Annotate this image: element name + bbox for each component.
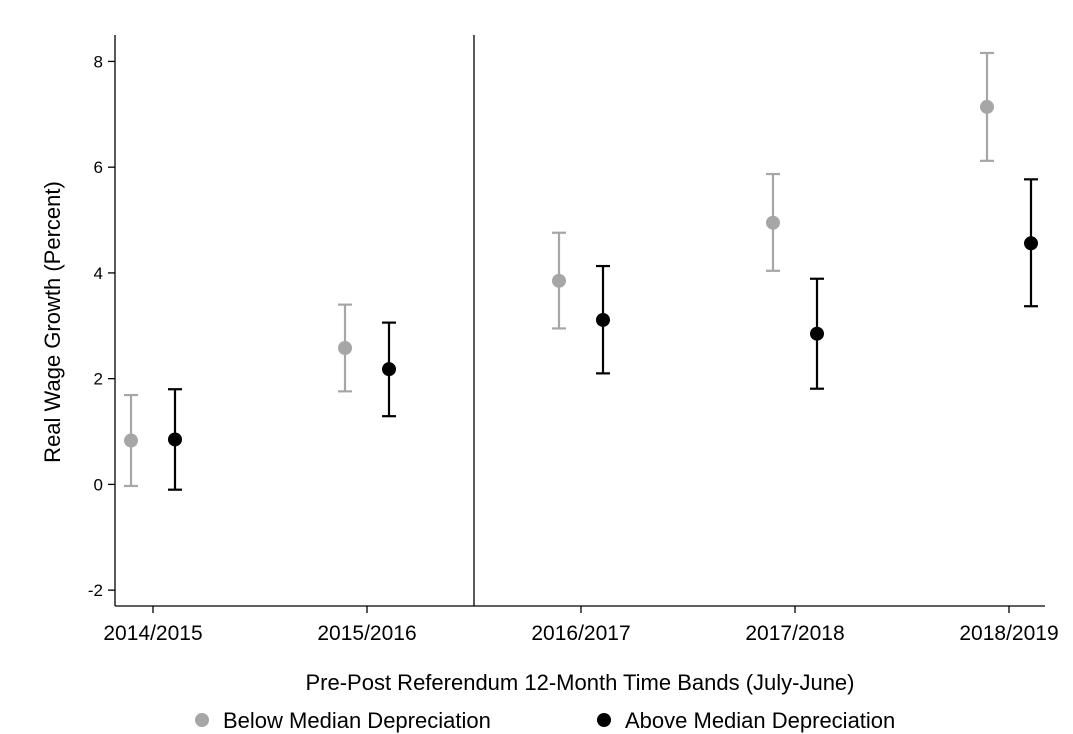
data-point	[124, 433, 138, 448]
data-point	[980, 99, 994, 114]
y-tick-label: -2	[88, 581, 103, 600]
x-tick-label: 2016/2017	[531, 622, 630, 645]
axes: -2 0 2 4 6 8 2014/2015 2015/2016 2016/2017 2017/2…	[88, 35, 1059, 645]
legend-label: Below Median Depreciation	[223, 708, 491, 733]
y-tick-label: 6	[94, 158, 103, 177]
data-point	[1024, 236, 1038, 251]
legend-marker	[597, 713, 611, 727]
y-tick-label: 0	[94, 475, 103, 494]
x-axis-title: Pre-Post Referendum 12-Month Time Bands …	[305, 670, 854, 695]
data-point	[766, 215, 780, 230]
y-axis-title: Real Wage Growth (Percent)	[40, 181, 65, 463]
x-tick-label: 2018/2019	[959, 622, 1058, 645]
y-tick-label: 8	[94, 52, 103, 71]
x-tick-label: 2014/2015	[103, 622, 202, 645]
x-tick-label: 2015/2016	[317, 622, 416, 645]
legend-marker	[195, 713, 209, 727]
y-tick-label: 4	[94, 264, 103, 283]
data-point	[338, 340, 352, 355]
data-point	[552, 273, 566, 288]
data-point	[382, 362, 396, 377]
x-tick-label: 2017/2018	[745, 622, 844, 645]
legend: Below Median Depreciation Above Median De…	[195, 708, 895, 733]
y-tick-label: 2	[94, 370, 103, 389]
legend-label: Above Median Depreciation	[625, 708, 895, 733]
plot-area	[124, 35, 1038, 606]
data-point	[596, 312, 610, 327]
data-point	[810, 326, 824, 341]
data-point	[168, 432, 182, 447]
